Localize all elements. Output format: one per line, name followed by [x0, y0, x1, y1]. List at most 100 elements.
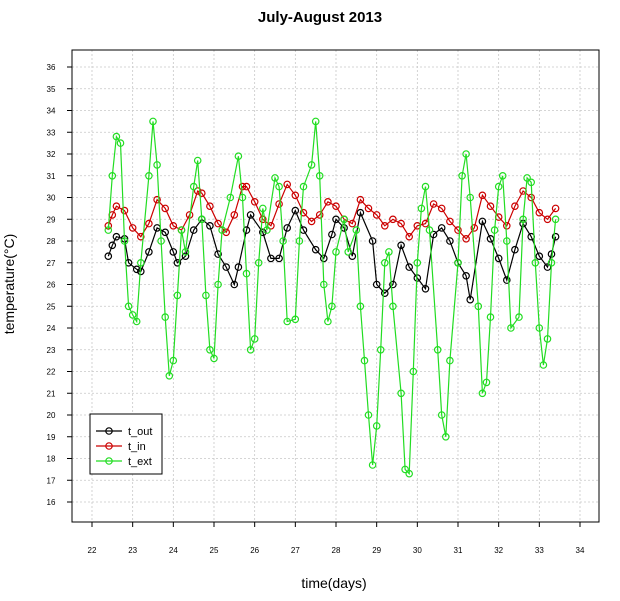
y-axis: 16 17 18 19 20 21 22 23 24 25 26 27 28 29 30 31 32 33 34 35… [47, 63, 72, 507]
legend-label: t_in [128, 441, 146, 453]
data-point [462, 235, 470, 243]
data-point [417, 204, 426, 213]
data-point [254, 258, 263, 267]
data-point [368, 461, 377, 469]
data-point [332, 202, 340, 211]
data-point [299, 208, 308, 217]
legend-label: t_ext [128, 456, 152, 468]
series-t_ext [104, 117, 560, 478]
data-point [108, 172, 117, 180]
data-point [181, 252, 190, 261]
data-point [137, 258, 145, 267]
data-point [498, 172, 507, 180]
data-point [486, 202, 495, 211]
data-point [193, 187, 202, 195]
data-point [283, 224, 292, 232]
legend-item-t_out: t_out [96, 426, 152, 438]
data-point [238, 193, 247, 202]
y-tick-label: 16 [47, 498, 56, 507]
data-point [478, 389, 487, 398]
data-point [332, 248, 340, 256]
y-tick-label: 27 [47, 259, 56, 268]
data-point [511, 245, 519, 254]
data-point [441, 432, 450, 441]
data-point [169, 222, 178, 230]
data-point [454, 258, 462, 267]
data-point [535, 324, 544, 332]
data-point [250, 198, 259, 206]
data-point [238, 182, 247, 191]
data-point [551, 204, 560, 213]
chart-title: July-August 2013 [258, 9, 382, 26]
data-point [531, 258, 540, 267]
data-point [112, 232, 121, 241]
y-tick-label: 17 [47, 476, 56, 485]
data-point [291, 191, 300, 200]
data-point [275, 182, 283, 191]
data-point [328, 302, 336, 311]
data-point [494, 182, 503, 191]
data-point [311, 245, 320, 254]
x-tick-label: 33 [535, 546, 544, 555]
data-point [502, 237, 511, 245]
data-point [364, 204, 373, 213]
data-point [389, 302, 397, 311]
data-point [466, 193, 475, 202]
data-point [502, 276, 511, 284]
data-point [539, 361, 548, 369]
data-point [315, 211, 324, 219]
y-tick-label: 34 [47, 107, 56, 116]
data-point [352, 226, 361, 234]
x-tick-label: 24 [169, 546, 178, 555]
data-point [372, 422, 381, 430]
data-point [279, 237, 287, 245]
data-point [157, 237, 165, 245]
data-point [502, 222, 511, 230]
data-point [397, 219, 405, 228]
data-point [421, 182, 430, 191]
data-point [376, 345, 385, 354]
data-point [137, 232, 145, 241]
data-point [478, 217, 487, 226]
data-point [291, 315, 300, 324]
x-tick-label: 23 [128, 546, 137, 555]
legend-marker [105, 442, 113, 450]
data-point [230, 280, 239, 289]
x-tick-label: 32 [494, 546, 503, 555]
data-point [372, 280, 381, 289]
data-point [356, 302, 365, 311]
data-point [120, 206, 129, 215]
data-point [466, 295, 475, 304]
data-point [470, 224, 479, 232]
data-point [283, 180, 292, 189]
y-axis-label: temperature(°C) [1, 234, 17, 335]
data-point [132, 317, 141, 326]
x-tick-label: 25 [210, 546, 219, 555]
data-point [348, 252, 357, 261]
y-tick-label: 33 [47, 128, 56, 137]
data-point [364, 411, 373, 419]
data-point [299, 182, 308, 191]
legend-label: t_out [128, 426, 152, 438]
data-point [295, 237, 304, 245]
data-point [356, 208, 365, 217]
data-point [315, 172, 324, 180]
data-point [446, 237, 454, 245]
data-point [112, 132, 121, 141]
data-point [145, 219, 153, 228]
x-tick-label: 22 [88, 546, 97, 555]
data-point [356, 195, 365, 204]
data-point [458, 172, 466, 180]
data-point [494, 254, 503, 263]
data-point [193, 156, 202, 165]
y-tick-label: 29 [47, 215, 56, 224]
data-point [198, 189, 206, 198]
data-point [291, 206, 300, 215]
y-tick-label: 21 [47, 389, 56, 398]
x-axis-label: time(days) [301, 575, 366, 591]
data-point [515, 313, 523, 321]
data-point [380, 289, 389, 298]
x-tick-label: 27 [291, 546, 300, 555]
data-point [242, 269, 251, 278]
